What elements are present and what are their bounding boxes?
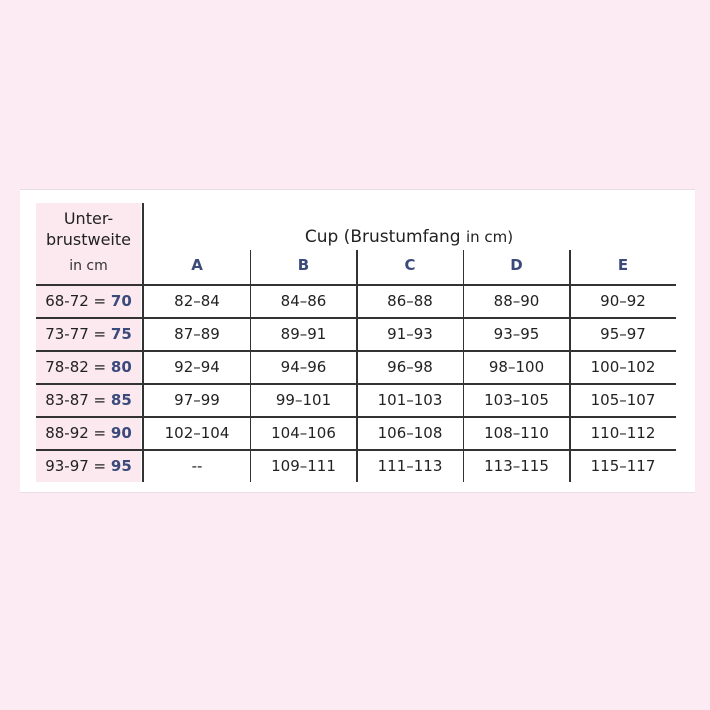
table-cell: 113–115 [484, 457, 549, 475]
row-divider [36, 383, 676, 385]
column-divider [462, 250, 464, 482]
table-cell: 92–94 [174, 358, 220, 376]
row-range: 83-87 = [45, 391, 111, 409]
table-cell: 87–89 [174, 325, 220, 343]
row-header-column [36, 203, 141, 482]
column-divider [356, 250, 358, 482]
table-cell: 86–88 [387, 292, 433, 310]
cup-title: Cup (Brustumfang in cm) [144, 227, 674, 247]
column-header-c: C [404, 256, 416, 274]
table-cell: 106–108 [377, 424, 443, 442]
table-cell: 93–95 [493, 325, 540, 343]
row-range: 78-82 = [45, 358, 111, 376]
row-label: 73-77 = 75 [36, 325, 141, 343]
column-header-b: B [297, 256, 310, 274]
cup-title-unit: in cm) [465, 228, 514, 246]
row-size: 90 [110, 424, 132, 442]
row-range: 93-97 = [45, 457, 111, 475]
table-cell: 108–110 [484, 424, 549, 442]
table-cell: -- [191, 457, 203, 475]
row-label: 78-82 = 80 [36, 358, 141, 376]
cup-title-text: Cup (Brustumfang [304, 227, 461, 247]
row-size: 70 [110, 292, 132, 310]
table-cell: 104–106 [271, 424, 336, 442]
table-cell: 88–90 [493, 292, 540, 310]
row-range: 88-92 = [45, 424, 111, 442]
row-size: 85 [110, 391, 132, 409]
row-header-title-line1: Unter- [63, 209, 114, 228]
row-divider [36, 350, 676, 352]
table-cell: 101–103 [377, 391, 443, 409]
column-divider [249, 250, 251, 482]
row-range: 73-77 = [45, 325, 111, 343]
table-cell: 91–93 [387, 325, 433, 343]
row-label: 83-87 = 85 [36, 391, 141, 409]
table-cell: 115–117 [590, 457, 656, 475]
column-header-d: D [510, 256, 523, 274]
row-label: 93-97 = 95 [36, 457, 141, 475]
table-cell: 84–86 [280, 292, 327, 310]
size-chart-card: Unter- brustweite in cm Cup (Brustumfang… [20, 189, 695, 493]
table-cell: 102–104 [164, 424, 230, 442]
row-divider [36, 284, 676, 286]
row-divider [36, 449, 676, 451]
row-header-unit: in cm [69, 258, 108, 274]
row-label: 68-72 = 70 [36, 292, 141, 310]
row-header-divider [142, 203, 144, 482]
table-cell: 97–99 [174, 391, 220, 409]
table-cell: 105–107 [590, 391, 656, 409]
table-cell: 110–112 [590, 424, 656, 442]
row-header-title-line2: brustweite [46, 230, 131, 249]
row-range: 68-72 = [45, 292, 111, 310]
row-divider [36, 416, 676, 418]
table-cell: 98–100 [488, 358, 545, 376]
table-cell: 89–91 [280, 325, 327, 343]
column-header-a: A [191, 256, 203, 274]
row-label: 88-92 = 90 [36, 424, 141, 442]
table-cell: 95–97 [600, 325, 646, 343]
row-divider [36, 317, 676, 319]
table-cell: 90–92 [600, 292, 646, 310]
table-cell: 100–102 [590, 358, 656, 376]
row-size: 95 [110, 457, 132, 475]
table-cell: 111–113 [377, 457, 443, 475]
table-cell: 99–101 [275, 391, 332, 409]
column-divider [569, 250, 571, 482]
table-cell: 94–96 [280, 358, 327, 376]
table-cell: 103–105 [484, 391, 549, 409]
row-size: 80 [110, 358, 132, 376]
table-cell: 96–98 [387, 358, 433, 376]
row-header-title: Unter- brustweite [36, 208, 141, 250]
column-header-e: E [617, 256, 629, 274]
table-cell: 82–84 [174, 292, 220, 310]
table-cell: 109–111 [271, 457, 336, 475]
row-size: 75 [110, 325, 132, 343]
